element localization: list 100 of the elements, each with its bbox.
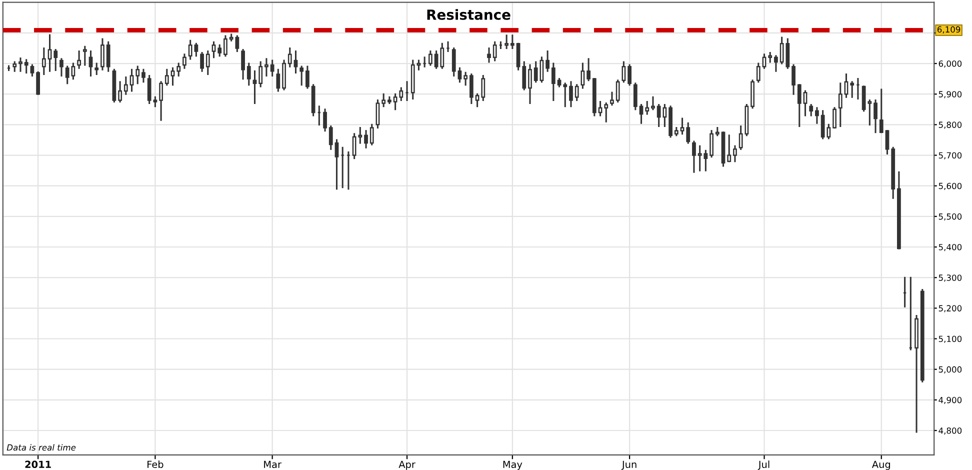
candlestick	[838, 82, 842, 127]
candlestick	[733, 145, 737, 162]
candlestick	[36, 71, 40, 95]
candlestick	[727, 134, 732, 162]
candlestick	[487, 47, 491, 63]
candlestick	[382, 93, 386, 108]
candlestick	[142, 68, 146, 83]
x-tick-label: Mar	[264, 460, 282, 468]
x-tick-label: Apr	[398, 460, 416, 470]
candlestick	[376, 99, 380, 128]
candlestick	[885, 130, 890, 154]
candlestick	[481, 74, 486, 101]
candlestick	[182, 54, 186, 69]
candlestick	[241, 48, 245, 80]
candlestick	[370, 124, 374, 146]
candlestick	[492, 41, 497, 62]
candlestick	[71, 62, 76, 80]
candlestick	[756, 62, 760, 83]
candlestick	[118, 81, 122, 103]
candlestick	[88, 50, 93, 77]
candlestick	[850, 81, 854, 98]
candlestick	[94, 62, 99, 75]
y-tick-label: 4,900	[938, 396, 962, 404]
y-tick-label: 5,800	[938, 122, 962, 129]
candlestick	[516, 42, 520, 70]
chart-title: Resistance	[427, 9, 510, 20]
candlestick	[18, 58, 22, 72]
candlestick	[551, 62, 556, 101]
candlestick	[264, 58, 268, 77]
candlestick	[440, 42, 444, 69]
candlestick	[334, 139, 339, 190]
candlestick	[65, 66, 70, 84]
candlestick	[797, 84, 802, 127]
candlestick	[48, 34, 52, 72]
y-tick-label: 5,100	[938, 336, 962, 343]
candlestick	[176, 62, 181, 77]
candlestick	[616, 80, 620, 103]
x-tick-label: May	[503, 460, 522, 470]
y-tick-label: 5,500	[938, 213, 962, 221]
candlestick	[504, 34, 509, 49]
candlestick	[522, 61, 526, 90]
y-tick-label: 5,300	[938, 274, 962, 282]
candlestick	[428, 50, 432, 66]
candlestick	[803, 90, 808, 116]
candlestick	[30, 64, 34, 77]
candlestick	[212, 41, 216, 58]
candlestick	[569, 81, 573, 108]
candlestick	[288, 47, 292, 68]
candlestick	[874, 99, 878, 134]
x-tick-label: Jun	[621, 460, 636, 470]
candlestick	[580, 62, 585, 89]
annotation: Data is real time	[6, 444, 76, 451]
candlestick	[82, 46, 87, 66]
candlestick	[328, 125, 333, 150]
candlestick	[24, 59, 28, 74]
candlestick	[258, 61, 263, 88]
candlestick	[12, 61, 17, 72]
candlestick	[393, 93, 398, 110]
candlestick	[628, 64, 632, 86]
candlestick	[510, 34, 514, 49]
y-tick-label: 6,000	[938, 60, 962, 68]
y-tick-label: 5,400	[938, 244, 962, 252]
candlestick	[546, 50, 550, 72]
candlestick	[170, 67, 175, 86]
candlestick	[224, 35, 228, 57]
candlestick	[164, 68, 169, 86]
candlestick	[832, 107, 836, 128]
x-tick-label: Feb	[148, 460, 164, 468]
candlestick	[218, 44, 222, 57]
candlestick	[574, 84, 579, 101]
candlestick	[458, 67, 462, 83]
y-tick-label: 5,600	[938, 182, 962, 190]
candlestick	[106, 41, 110, 72]
candlestick	[469, 73, 474, 104]
candlestick	[452, 47, 456, 77]
candlestick	[294, 50, 298, 74]
candlestick	[633, 82, 638, 110]
candlestick	[639, 104, 644, 124]
candlestick	[306, 66, 310, 89]
candlestick	[563, 82, 568, 108]
x-tick-label: Aug	[872, 460, 890, 470]
candlestick	[534, 61, 538, 83]
candlestick	[399, 87, 404, 101]
y-tick-label: 5,700	[938, 152, 962, 160]
x-tick-label: Jul	[758, 460, 770, 470]
candlestick	[610, 92, 614, 106]
candlestick	[77, 50, 81, 69]
candlestick	[651, 96, 655, 110]
candlestick	[358, 126, 362, 144]
candlestick	[323, 108, 327, 132]
candlestick	[276, 68, 280, 92]
candlestick	[136, 66, 140, 84]
candlestick	[540, 56, 544, 83]
candlestick	[645, 100, 650, 115]
candlestick	[662, 104, 667, 127]
candlestick	[528, 64, 532, 104]
candlestick	[774, 55, 778, 72]
candlestick	[680, 118, 684, 135]
candlestick	[42, 47, 46, 75]
ref-line-label: 6,109	[937, 26, 960, 34]
